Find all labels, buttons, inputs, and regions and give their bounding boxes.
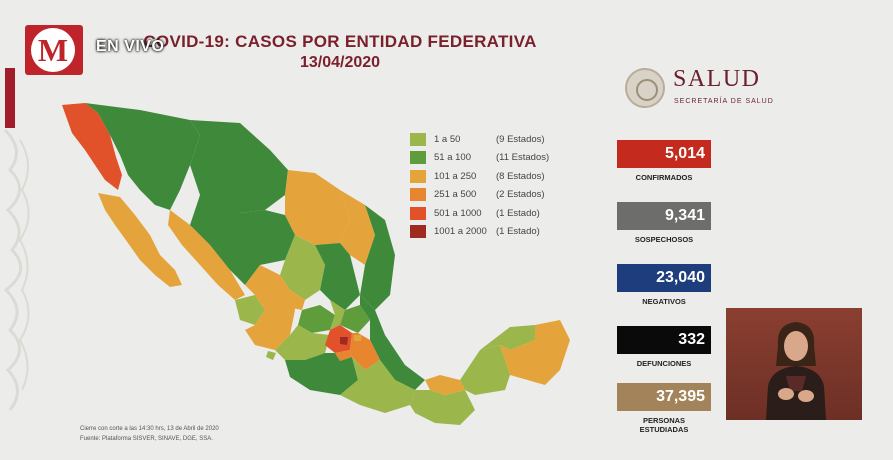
state-campeche: [460, 345, 510, 395]
legend-swatch: [410, 225, 426, 239]
legend-count: (1 Estado): [496, 207, 540, 219]
brand-name: SALUD: [673, 66, 761, 92]
stat-defunciones: 332 DEFUNCIONES: [617, 326, 711, 368]
state-sinaloa: [168, 210, 245, 300]
legend-swatch: [410, 169, 426, 183]
map-legend: 1 a 50 (9 Estados) 51 a 100 (11 Estados)…: [410, 130, 549, 241]
legend-swatch: [410, 188, 426, 202]
stat-label: NEGATIVOS: [642, 297, 686, 306]
seal-icon: [625, 68, 665, 108]
state-veracruz: [360, 295, 425, 390]
state-yucatan: [480, 325, 535, 350]
legend-swatch: [410, 132, 426, 146]
state-colima: [266, 351, 276, 360]
legend-item: 251 a 500 (2 Estados): [410, 186, 549, 205]
stat-value: 5,014: [617, 140, 711, 168]
stat-value: 23,040: [617, 264, 711, 292]
state-aguascalientes: [290, 290, 305, 310]
stat-value: 37,395: [617, 383, 711, 411]
mexico-map: [62, 103, 570, 425]
state-queretaro: [330, 300, 345, 330]
state-zacatecas: [280, 235, 325, 300]
stat-value: 9,341: [617, 202, 711, 230]
footnote-line: Cierre con corte a las 14:30 hrs, 13 de …: [80, 426, 219, 432]
stat-sospechosos: 9,341 SOSPECHOSOS: [617, 202, 711, 244]
state-hidalgo: [340, 305, 370, 333]
channel-logo-letter: M: [37, 32, 69, 68]
state-morelos: [335, 350, 352, 361]
state-jalisco: [245, 265, 295, 350]
state-slp: [315, 243, 360, 310]
state-coahuila: [285, 170, 350, 245]
state-puebla: [350, 333, 380, 370]
state-tamaulipas: [360, 205, 395, 310]
state-cdmx: [340, 337, 348, 345]
state-chiapas: [410, 390, 475, 425]
state-sonora: [85, 103, 200, 210]
footnote-line: Fuente: Plataforma SISVER, SINAVE, DGE, …: [80, 436, 213, 442]
state-baja-california-sur: [98, 193, 182, 287]
legend-swatch: [410, 206, 426, 220]
legend-range: 251 a 500: [434, 189, 477, 201]
interpreter-figure-icon: [766, 322, 826, 420]
legend-count: (2 Estados): [496, 189, 545, 201]
accent-bar: [5, 68, 15, 128]
legend-count: (1 Estado): [496, 226, 540, 238]
legend-range: 1001 a 2000: [434, 226, 487, 238]
state-edomex: [325, 325, 352, 353]
stat-personas-estudiadas: 37,395 PERSONAS ESTUDIADAS: [617, 383, 711, 434]
legend-item: 1001 a 2000 (1 Estado): [410, 223, 549, 242]
stat-confirmados: 5,014 CONFIRMADOS: [617, 140, 711, 182]
state-tabasco: [425, 375, 465, 395]
state-michoacan: [275, 325, 330, 360]
title-text: COVID-19: CASOS POR ENTIDAD FEDERATIVA: [143, 32, 537, 51]
page-title: COVID-19: CASOS POR ENTIDAD FEDERATIVA 1…: [130, 32, 550, 72]
stat-label: PERSONAS ESTUDIADAS: [639, 416, 689, 434]
state-chihuahua: [190, 120, 288, 213]
legend-range: 1 a 50: [434, 133, 461, 145]
watermark-pattern-icon: [3, 128, 30, 411]
state-guerrero: [285, 353, 358, 395]
stat-label: CONFIRMADOS: [635, 173, 693, 182]
legend-range: 501 a 1000: [434, 207, 482, 219]
live-badge: EN VIVO: [96, 38, 165, 55]
state-quintana-roo: [500, 320, 570, 385]
legend-count: (9 Estados): [496, 133, 545, 145]
state-tlaxcala: [354, 335, 362, 341]
legend-count: (8 Estados): [496, 170, 545, 182]
legend-item: 101 a 250 (8 Estados): [410, 167, 549, 186]
legend-item: 501 a 1000 (1 Estado): [410, 204, 549, 223]
stat-label: DEFUNCIONES: [636, 359, 692, 368]
legend-range: 101 a 250: [434, 170, 477, 182]
state-baja-california: [62, 103, 122, 190]
legend-count: (11 Estados): [496, 152, 550, 164]
state-guanajuato: [298, 305, 335, 333]
footnote: Cierre con corte a las 14:30 hrs, 13 de …: [80, 424, 219, 444]
legend-item: 1 a 50 (9 Estados): [410, 130, 549, 149]
stat-negativos: 23,040 NEGATIVOS: [617, 264, 711, 306]
title-date: 13/04/2020: [299, 54, 381, 71]
legend-range: 51 a 100: [434, 152, 471, 164]
brand-subtitle: SECRETARÍA DE SALUD: [674, 98, 774, 105]
stat-label: SOSPECHOSOS: [634, 235, 694, 244]
legend-item: 51 a 100 (11 Estados): [410, 149, 549, 168]
stat-value: 332: [617, 326, 711, 354]
state-nayarit: [235, 295, 265, 325]
legend-swatch: [410, 151, 426, 165]
state-durango: [190, 195, 295, 285]
state-oaxaca: [340, 357, 415, 413]
interpreter-video: [726, 308, 862, 420]
channel-logo: M: [25, 25, 83, 75]
